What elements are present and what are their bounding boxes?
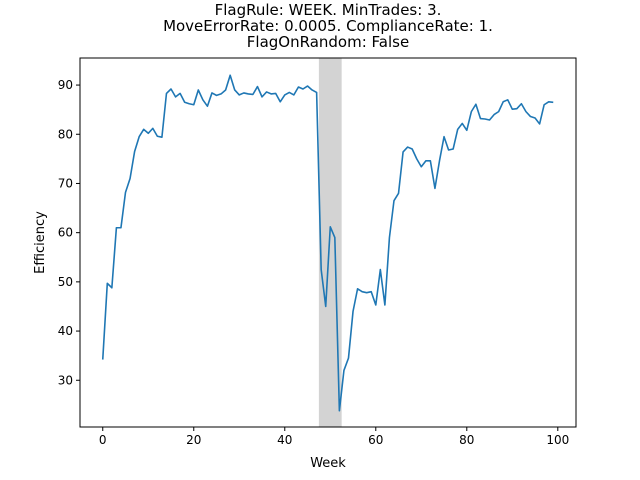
chart-title-line: FlagRule: WEEK. MinTrades: 3. [215,1,442,19]
y-tick-label: 70 [58,176,73,190]
x-tick-label: 60 [368,433,383,447]
y-tick-label: 30 [58,373,73,387]
plot-area-frame [79,57,577,428]
y-tick-label: 90 [58,78,73,92]
x-tick-label: 20 [186,433,201,447]
y-tick-label: 60 [58,226,73,240]
y-tick-label: 50 [58,275,73,289]
y-tick-label: 40 [58,324,73,338]
shaded-region [318,58,342,427]
x-tick-label: 80 [459,433,474,447]
y-axis-label: Efficiency [33,211,48,274]
series-line-0 [101,74,554,412]
chart-title-line: MoveErrorRate: 0.0005. ComplianceRate: 1… [163,17,493,35]
x-tick-label: 40 [277,433,292,447]
x-axis-label: Week [310,456,346,471]
chart-title-line: FlagOnRandom: False [247,33,409,51]
x-tick-label: 100 [546,433,569,447]
x-tick-label: 0 [99,433,107,447]
y-tick-label: 80 [58,127,73,141]
